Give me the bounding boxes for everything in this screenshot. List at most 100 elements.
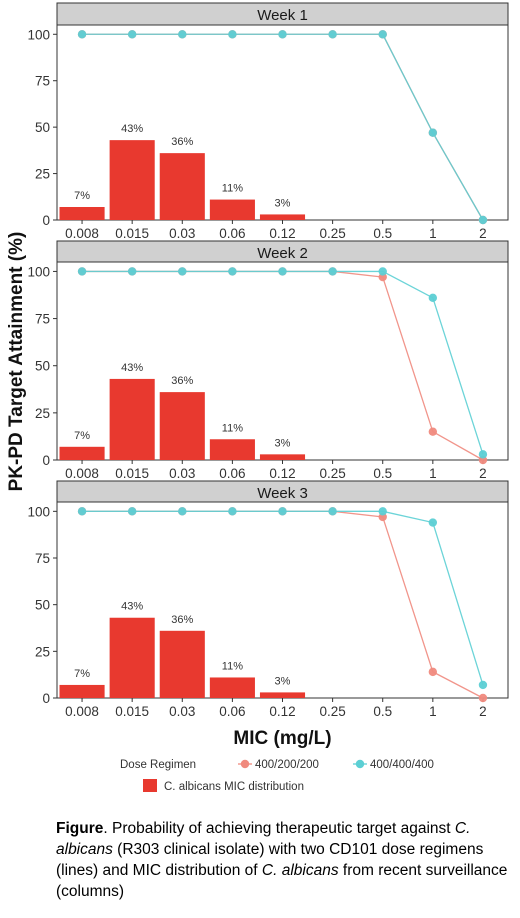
series-point-400-400-400 <box>77 267 87 276</box>
series-point-400-400-400 <box>178 507 187 516</box>
caption-species-name: C. albicans <box>56 820 471 858</box>
series-point-400-400-400 <box>428 518 438 527</box>
x-tick-label: 0.5 <box>373 466 392 481</box>
bar <box>59 207 105 220</box>
y-tick-label: 50 <box>35 120 50 135</box>
y-tick-label: 75 <box>35 312 50 327</box>
y-tick-label: 75 <box>35 551 50 566</box>
x-axis-title: MIC (mg/L) <box>233 728 331 749</box>
caption-text-segment: . Probability of achieving therapeutic t… <box>103 820 455 837</box>
bar <box>109 378 155 460</box>
x-tick-label: 0.06 <box>219 466 245 481</box>
caption-text-segment: (R303 clinical isolate) with two CD101 d… <box>56 841 484 879</box>
bar <box>259 214 306 220</box>
bar-data-label: 43% <box>121 123 143 135</box>
x-tick-label: 0.25 <box>319 466 345 481</box>
bar-data-label: 43% <box>121 362 143 374</box>
bar <box>159 392 205 460</box>
bar <box>259 454 306 460</box>
y-tick-label: 75 <box>35 74 50 89</box>
series-point-400-400-400 <box>278 267 287 276</box>
y-tick-label: 100 <box>27 264 50 279</box>
series-point-400-400-400 <box>127 507 137 516</box>
x-tick-label: 0.5 <box>373 704 392 719</box>
x-tick-label: 0.12 <box>269 704 295 719</box>
bar <box>209 677 255 698</box>
legend-bar-swatch <box>143 779 157 792</box>
bar-data-label: 7% <box>74 190 90 202</box>
x-tick-label: 0.008 <box>65 466 99 481</box>
bar <box>159 630 205 698</box>
bar-data-label: 3% <box>275 437 291 449</box>
legend-point-swatch <box>355 759 365 769</box>
x-tick-label: 0.008 <box>65 226 99 241</box>
y-tick-label: 0 <box>42 453 50 468</box>
series-point-400-200-200 <box>428 427 438 436</box>
legend-title: Dose Regimen <box>120 759 196 771</box>
x-tick-label: 0.25 <box>319 704 345 719</box>
series-point-400-400-400 <box>178 267 187 276</box>
y-tick-label: 25 <box>35 406 50 421</box>
series-point-400-400-400 <box>77 30 87 39</box>
series-point-400-400-400 <box>228 507 237 516</box>
x-tick-label: 2 <box>479 704 487 719</box>
x-tick-label: 0.06 <box>219 226 245 241</box>
series-point-400-400-400 <box>378 30 387 39</box>
bar <box>209 439 255 460</box>
x-tick-label: 1 <box>429 226 437 241</box>
series-point-400-200-200 <box>478 693 488 703</box>
caption-label: Figure <box>56 820 104 837</box>
x-tick-label: 0.12 <box>269 226 295 241</box>
y-axis-title: PK-PD Target Attainment (%) <box>6 232 27 492</box>
caption-text: . Probability of achieving therapeutic t… <box>56 820 507 900</box>
x-tick-label: 0.03 <box>169 466 195 481</box>
bar-data-label: 36% <box>171 375 193 387</box>
series-point-400-400-400 <box>127 267 137 276</box>
x-tick-label: 0.03 <box>169 704 195 719</box>
bar <box>159 153 205 220</box>
series-point-400-400-400 <box>278 507 287 516</box>
series-point-400-400-400 <box>127 30 137 39</box>
bar-data-label: 43% <box>121 601 143 613</box>
legend-point-swatch <box>240 759 250 769</box>
series-point-400-400-400 <box>228 267 237 276</box>
bar-data-label: 3% <box>275 675 291 687</box>
bar-data-label: 36% <box>171 136 193 148</box>
x-tick-label: 0.03 <box>169 226 195 241</box>
caption-text-segment: from recent surveillance (columns) <box>56 862 508 900</box>
series-point-400-400-400 <box>328 267 337 276</box>
x-tick-label: 0.25 <box>319 226 345 241</box>
legend-label: 400/200/200 <box>255 759 319 771</box>
series-point-400-400-400 <box>228 30 237 39</box>
bar-data-label: 7% <box>74 430 90 442</box>
bar-data-label: 11% <box>222 422 243 434</box>
series-point-400-400-400 <box>278 30 287 39</box>
series-point-400-400-400 <box>378 267 387 276</box>
x-tick-label: 0.5 <box>373 226 392 241</box>
x-tick-label: 2 <box>479 226 487 241</box>
bar-data-label: 36% <box>171 614 193 626</box>
caption-species-name: C. albicans <box>261 862 339 879</box>
bar <box>209 199 255 220</box>
y-tick-label: 50 <box>35 359 50 374</box>
legend-label-bars: C. albicans MIC distribution <box>164 781 304 793</box>
series-point-400-400-400 <box>478 450 488 459</box>
series-point-400-400-400 <box>178 30 187 39</box>
series-point-400-400-400 <box>328 507 337 516</box>
x-tick-label: 0.008 <box>65 704 99 719</box>
series-point-400-400-400 <box>428 128 438 137</box>
y-tick-label: 25 <box>35 644 50 659</box>
x-tick-label: 0.015 <box>115 704 149 719</box>
x-tick-label: 0.015 <box>115 466 149 481</box>
bar-data-label: 3% <box>275 197 291 209</box>
y-tick-label: 100 <box>27 27 50 42</box>
bar-data-label: 11% <box>222 660 243 672</box>
x-tick-label: 1 <box>429 704 437 719</box>
bar <box>259 692 306 698</box>
bar <box>109 617 155 698</box>
y-tick-label: 25 <box>35 167 50 182</box>
x-tick-label: 0.12 <box>269 466 295 481</box>
series-point-400-400-400 <box>478 680 488 690</box>
x-tick-label: 0.06 <box>219 704 245 719</box>
panel-title: Week 3 <box>257 485 308 502</box>
